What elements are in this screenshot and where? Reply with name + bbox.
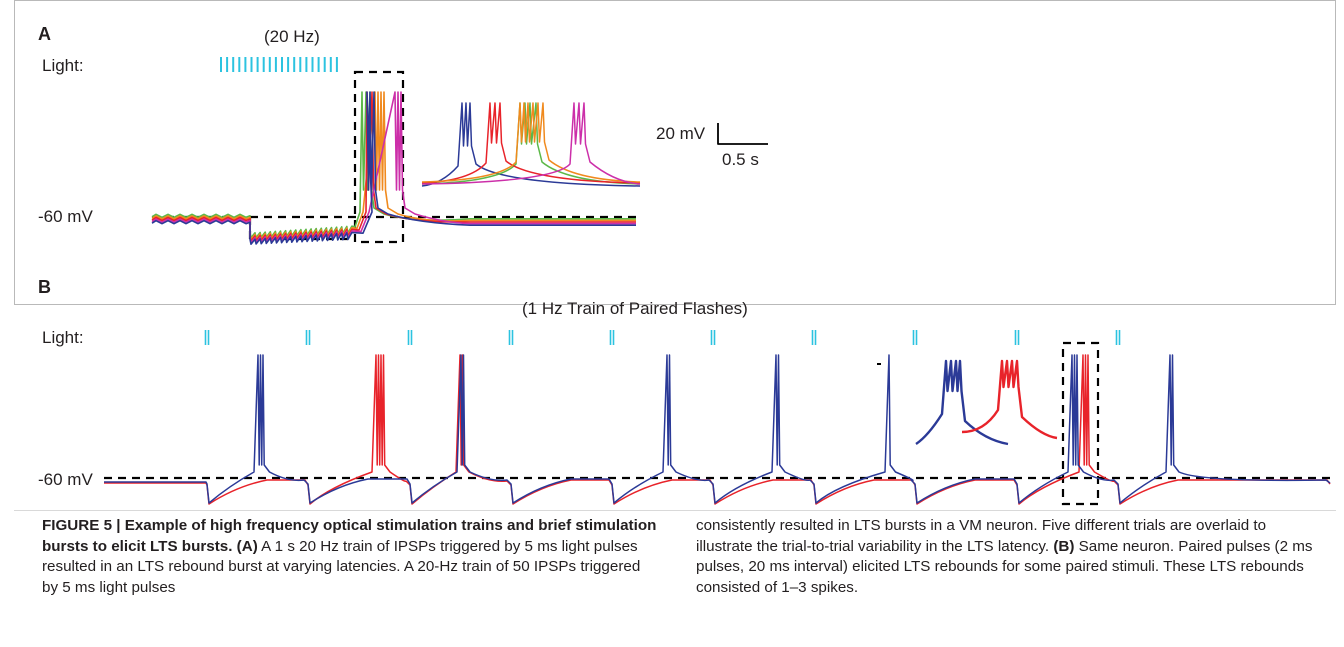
scale-bar <box>717 123 768 145</box>
panel-a-baseline-label: -60 mV <box>38 207 93 226</box>
inset-trace <box>421 102 641 183</box>
panel-a-graphic <box>151 57 768 245</box>
panel-a-trace <box>151 91 636 244</box>
inset-trace <box>961 359 1058 440</box>
caption-text-b: Same neuron. Paired pulses (2 ms pulses,… <box>696 537 1313 596</box>
panel-b-light-label: Light: <box>42 328 84 347</box>
panel-a-frequency-label: (20 Hz) <box>264 27 320 46</box>
scalebar-time-label: 0.5 s <box>722 150 759 169</box>
burst-box <box>353 70 405 244</box>
caption-column-right: consistently resulted in LTS bursts in a… <box>696 516 1326 598</box>
panel-b-trace <box>104 354 1331 504</box>
panel-a-letter: A <box>38 24 51 44</box>
burst-box <box>1061 341 1100 506</box>
panel-a-light-label: Light: <box>42 56 84 75</box>
caption-ref-b: (B) <box>1053 537 1075 555</box>
inset-trace <box>421 102 641 187</box>
inset-trace <box>421 102 641 184</box>
panel-b-baseline-label: -60 mV <box>38 470 93 489</box>
panel-a-trace <box>151 91 636 245</box>
inset-trace <box>421 102 641 185</box>
figure-title: FIGURE 5 | Example of high frequency opt… <box>42 517 657 555</box>
caption-text-a: A 1 s 20 Hz train of IPSPs triggered by … <box>42 537 641 596</box>
caption-column-left: FIGURE 5 | Example of high frequency opt… <box>42 516 657 598</box>
panel-b-letter: B <box>38 277 51 297</box>
panel-b-graphic <box>104 330 1331 506</box>
panel-b-train-label: (1 Hz Train of Paired Flashes) <box>522 299 748 318</box>
figure-frame <box>14 0 1336 305</box>
panel-b-trace <box>104 354 1331 505</box>
inset-trace <box>915 359 1009 446</box>
caption-text-continued: consistently resulted in LTS bursts in a… <box>696 517 1267 555</box>
caption-ref-a: (A) <box>236 537 258 555</box>
scalebar-voltage-label: 20 mV <box>656 124 706 143</box>
panel-a-trace <box>151 91 636 242</box>
caption-divider <box>14 510 1336 511</box>
